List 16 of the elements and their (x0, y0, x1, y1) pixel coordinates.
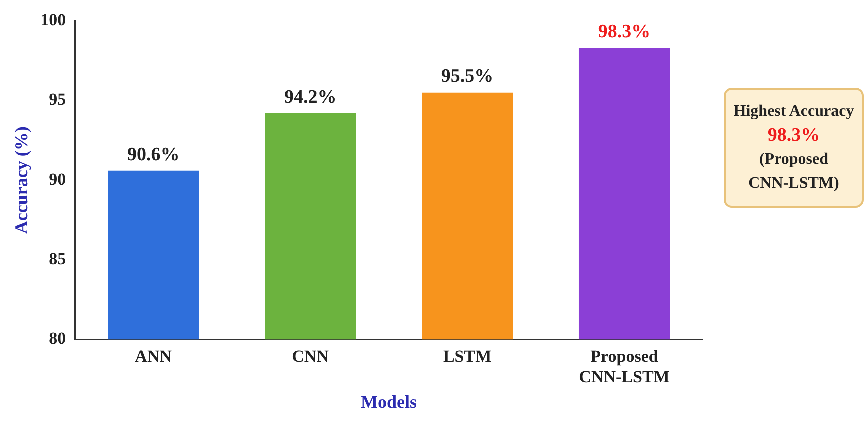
x-tick-label: CNN (292, 347, 330, 366)
y-tick-label: 90 (49, 170, 66, 189)
y-tick-label: 100 (40, 10, 66, 30)
y-tick-label: 80 (49, 328, 66, 348)
x-axis-title: Models (361, 392, 418, 412)
data-label: 95.5% (441, 66, 494, 88)
y-tick-label: 95 (49, 90, 66, 110)
y-tick-label: 85 (49, 249, 66, 268)
y-axis-title: Accuracy (%) (11, 126, 32, 234)
data-label: 98.3% (598, 22, 651, 43)
x-tick-label: ANN (135, 347, 173, 366)
x-tick-label: LSTM (443, 347, 492, 366)
data-label: 94.2% (284, 86, 337, 108)
text: Highest Accuracy 98.3% (Proposed CNN-LSTM) (732, 102, 856, 194)
data-label: 90.6% (127, 144, 180, 166)
x-tick-label: Proposed CNN-LSTM (579, 347, 670, 387)
